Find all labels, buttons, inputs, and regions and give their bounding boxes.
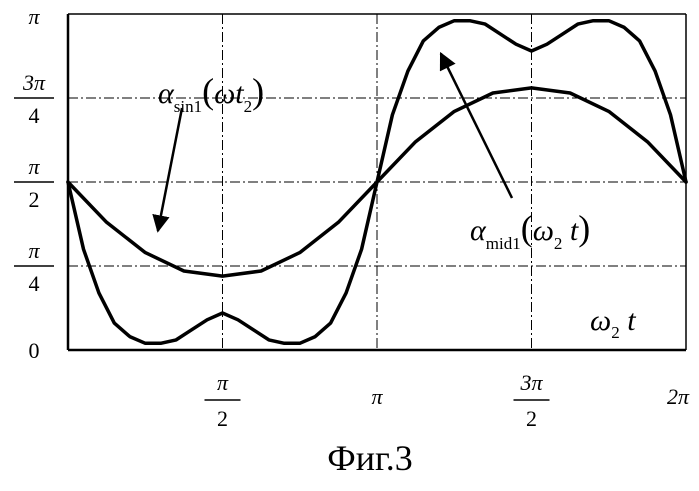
x-axis-label-part: 2: [611, 323, 620, 342]
x-axis-label-part: t: [620, 304, 637, 337]
data-point-mid-25: [453, 20, 455, 22]
data-point-mid-37: [638, 40, 640, 42]
data-point-mid-35: [608, 20, 610, 22]
data-point-sin-9: [414, 140, 416, 142]
y-tick-label-4: π: [28, 4, 40, 29]
data-point-sin-4: [221, 275, 223, 277]
data-point-mid-33: [577, 23, 579, 25]
series-label-sin-part: ωt: [214, 77, 244, 110]
series-label-sin-part: α: [158, 77, 175, 110]
arrow-sin: [158, 108, 182, 231]
x-tick-den-0: 2: [217, 406, 228, 431]
data-point-sin-7: [337, 221, 339, 223]
x-tick-label-1: π: [371, 384, 383, 409]
x-axis-label-part: ω: [590, 304, 611, 337]
series-label-sin-part: 2: [244, 97, 253, 116]
data-point-mid-22: [407, 70, 409, 72]
data-point-sin-11: [492, 92, 494, 94]
y-tick-num-2: π: [28, 154, 40, 179]
series-label-sin: αsin1(ωt2): [158, 71, 264, 116]
series-label-mid-part: mid1: [486, 234, 521, 253]
data-point-mid-19: [360, 248, 362, 250]
data-point-mid-20: [376, 181, 378, 183]
series-label-sin-part: ): [252, 71, 264, 111]
data-point-mid-34: [592, 20, 594, 22]
data-point-mid-24: [438, 26, 440, 28]
series-label-mid: αmid1(ω2 t): [470, 208, 590, 253]
series-label-mid-part: 2: [554, 234, 563, 253]
data-point-mid-18: [345, 292, 347, 294]
series-label-mid-part: (: [521, 208, 533, 248]
data-point-mid-12: [252, 329, 254, 331]
y-tick-num-3: 3π: [22, 70, 46, 95]
arrow-mid: [441, 53, 512, 198]
data-point-mid-28: [499, 33, 501, 35]
series-label-sin-part: (: [202, 71, 214, 111]
data-point-sin-1: [105, 221, 107, 223]
series-label-mid-part: α: [470, 214, 487, 247]
x-tick-label-3: 2π: [667, 384, 690, 409]
data-point-mid-5: [144, 342, 146, 344]
data-point-mid-30: [530, 50, 532, 52]
data-point-mid-23: [422, 40, 424, 42]
data-point-mid-29: [515, 43, 517, 45]
data-point-mid-26: [469, 20, 471, 22]
data-point-mid-10: [221, 312, 223, 314]
data-point-mid-13: [268, 339, 270, 341]
data-point-sin-13: [569, 92, 571, 94]
data-point-mid-38: [654, 70, 656, 72]
data-point-sin-14: [608, 110, 610, 112]
x-axis-label: ω2 t: [590, 304, 636, 342]
x-tick-num-2: 3π: [519, 370, 543, 395]
data-point-mid-27: [484, 23, 486, 25]
data-point-sin-15: [646, 140, 648, 142]
data-point-mid-8: [190, 329, 192, 331]
figure-caption: Фиг.3: [327, 438, 412, 478]
series-label-mid-part: t: [562, 214, 579, 247]
data-point-mid-36: [623, 26, 625, 28]
x-tick-den-2: 2: [526, 406, 537, 431]
series-label-mid-part: ω: [533, 214, 554, 247]
y-tick-den-2: 2: [29, 187, 40, 212]
data-point-sin-5: [260, 270, 262, 272]
data-point-mid-3: [113, 322, 115, 324]
data-point-sin-3: [183, 270, 185, 272]
data-point-sin-12: [530, 87, 532, 89]
data-point-mid-32: [561, 33, 563, 35]
x-tick-num-0: π: [217, 370, 229, 395]
data-point-mid-14: [283, 342, 285, 344]
data-point-sin-10: [453, 110, 455, 112]
y-tick-den-1: 4: [29, 271, 40, 296]
data-point-mid-2: [98, 292, 100, 294]
series-label-mid-part: ): [578, 208, 590, 248]
y-tick-num-1: π: [28, 238, 40, 263]
data-point-mid-21: [391, 114, 393, 116]
data-point-mid-11: [237, 319, 239, 321]
data-point-mid-7: [175, 339, 177, 341]
y-tick-den-3: 4: [29, 103, 40, 128]
data-point-mid-31: [546, 43, 548, 45]
data-point-mid-1: [82, 248, 84, 250]
data-point-mid-39: [669, 114, 671, 116]
series-label-sin-part: sin1: [174, 97, 202, 116]
data-point-sin-6: [299, 251, 301, 253]
data-point-mid-15: [299, 342, 301, 344]
data-point-mid-9: [206, 319, 208, 321]
data-point-sin-2: [144, 251, 146, 253]
y-tick-label-0: 0: [29, 338, 40, 363]
data-point-mid-4: [129, 335, 131, 337]
data-point-mid-0: [67, 181, 69, 183]
data-point-mid-40: [685, 181, 687, 183]
data-point-mid-6: [160, 342, 162, 344]
data-point-mid-16: [314, 335, 316, 337]
data-point-mid-17: [329, 322, 331, 324]
